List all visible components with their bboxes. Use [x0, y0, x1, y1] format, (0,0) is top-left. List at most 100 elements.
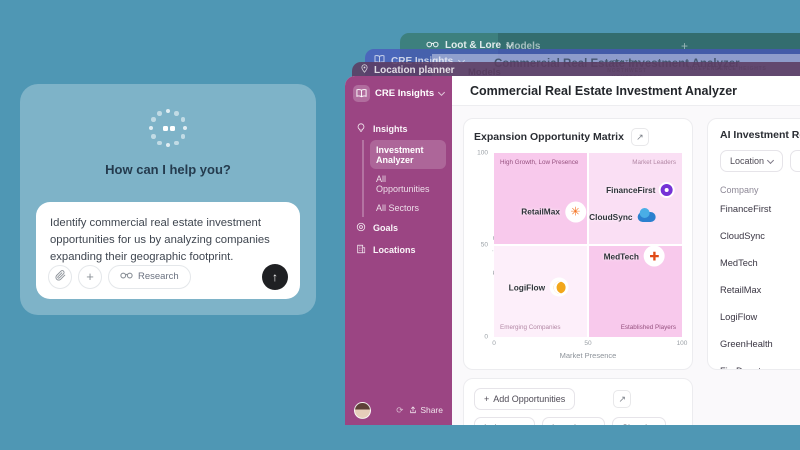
expand-chart-button[interactable]: ↗: [630, 128, 649, 146]
chart-point-logiflow[interactable]: LogiFlow: [508, 277, 570, 297]
sidebar-item-all-opportunities[interactable]: All Opportunities: [376, 173, 430, 194]
sidebar-item-locations[interactable]: Locations: [351, 239, 446, 261]
sidebar-nav: Insights Investment Analyzer All Opportu…: [345, 110, 452, 261]
chart-point-retailmax[interactable]: RetailMax: [521, 201, 586, 223]
expansion-matrix-card: Expansion Opportunity Matrix ↗ Expansion…: [463, 118, 693, 370]
signal-filter-dropdown[interactable]: Signal: [612, 417, 667, 425]
cloud-icon: [637, 208, 656, 223]
assistant-greeting: How can I help you?: [105, 162, 231, 177]
industry-filter-dropdown[interactable]: Industry: [474, 417, 536, 425]
recommendations-table-body: FinanceFirstHighCloudSyncMediumMedTechLo…: [720, 195, 800, 370]
map-pin-icon: [360, 64, 369, 76]
chart-point-financefirst[interactable]: FinanceFirst: [606, 183, 673, 196]
table-header: Company Signal: [720, 185, 800, 195]
table-row[interactable]: MedTechLow: [720, 249, 800, 276]
sidebar-footer: ⟳ Share: [345, 395, 452, 425]
matrix-plot: High Growth, Low Presence Market Leaders…: [494, 153, 682, 337]
cross-icon: [643, 245, 665, 267]
point-label: CloudSync: [589, 212, 633, 223]
x-axis-label: Market Presence: [559, 351, 617, 360]
sidebar: CRE Insights Insights Investment Analyze…: [345, 76, 452, 425]
send-button[interactable]: ↑: [262, 263, 288, 290]
quadrant-established-players: Established Players: [589, 246, 682, 337]
column-company: Company: [720, 185, 759, 195]
share-button[interactable]: Share: [409, 405, 443, 415]
arrow-up-icon: ↑: [272, 269, 278, 284]
company-name: FinanceFirst: [720, 203, 772, 214]
prompt-actions: + Research ↑: [48, 263, 288, 290]
company-name: RetailMax: [720, 284, 762, 295]
company-name: MedTech: [720, 257, 758, 268]
chart-title: Expansion Opportunity Matrix: [474, 131, 624, 143]
window-cre-insights: CRE Insights Insights Investment Analyze…: [345, 76, 800, 425]
history-icon[interactable]: ⟳: [396, 404, 404, 415]
add-opportunities-button[interactable]: + Add Opportunities: [474, 388, 576, 410]
table-row[interactable]: GreenHealthN/A: [720, 330, 800, 357]
table-row[interactable]: FireDepotMedium: [720, 357, 800, 370]
table-row[interactable]: FinanceFirstHigh: [720, 195, 800, 222]
chevron-down-icon: [650, 423, 658, 425]
page-title: Commercial Real Estate Investment Analyz…: [470, 83, 738, 98]
sidebar-item-insights[interactable]: Insights: [351, 118, 446, 140]
location-filter-dropdown[interactable]: Location: [542, 417, 606, 425]
point-label: MedTech: [603, 251, 639, 262]
research-button[interactable]: Research: [108, 264, 191, 289]
recommendations-card: AI Investment Recommendations Location S…: [707, 118, 800, 370]
point-label: RetailMax: [521, 206, 560, 217]
app-header: Commercial Real Estate Investment Analyz…: [452, 76, 800, 106]
opportunities-filters: Industry Location Signal: [474, 417, 682, 425]
signal-filter-dropdown[interactable]: Signal: [790, 150, 800, 172]
point-label: LogiFlow: [508, 282, 546, 293]
chevron-down-icon: [518, 423, 527, 425]
company-name: CloudSync: [720, 230, 765, 241]
share-icon: [410, 406, 417, 414]
matrix-plot-wrap: Expansion Score 100 50 0 High Growth, Lo…: [477, 150, 687, 361]
recommendations-title: AI Investment Recommendations: [720, 129, 800, 141]
table-row[interactable]: LogiFlowHigh: [720, 303, 800, 330]
prompt-card: Identify commercial real estate investme…: [36, 202, 300, 299]
company-name: FireDepot: [720, 366, 761, 370]
sidebar-item-all-sectors[interactable]: All Sectors: [376, 202, 420, 213]
chevron-down-icon: [438, 88, 446, 97]
insights-subnav: Investment Analyzer All Opportunities Al…: [362, 140, 446, 217]
table-row[interactable]: RetailMaxLow: [720, 276, 800, 303]
prompt-input[interactable]: Identify commercial real estate investme…: [50, 217, 270, 263]
window-location-planner[interactable]: Location planner: [352, 62, 800, 78]
book-icon: [353, 85, 370, 102]
building-icon: [356, 244, 366, 256]
workspace-switcher[interactable]: CRE Insights: [345, 76, 452, 110]
plus-icon: +: [86, 269, 94, 284]
expand-opportunities-button[interactable]: ↗: [613, 390, 632, 408]
table-row[interactable]: CloudSyncMedium: [720, 222, 800, 249]
company-name: GreenHealth: [720, 338, 773, 349]
ghost-plus-icon: +: [680, 39, 688, 53]
binoculars-icon: [120, 271, 133, 282]
location-filter-dropdown[interactable]: Location: [720, 150, 784, 172]
chart-point-medtech[interactable]: MedTech: [603, 245, 665, 267]
asterisk-icon: [564, 201, 586, 223]
recommendations-filters: Location Signal: [720, 150, 800, 172]
add-button[interactable]: +: [78, 264, 102, 289]
attach-button[interactable]: [48, 264, 72, 289]
quadrant-high-growth-low-presence: High Growth, Low Presence: [494, 153, 587, 244]
company-name: LogiFlow: [720, 311, 758, 322]
target-icon: [356, 222, 366, 234]
opportunities-card: + Add Opportunities ↗ Industry Location: [463, 378, 693, 425]
sidebar-item-goals[interactable]: Goals: [351, 217, 446, 239]
sidebar-item-investment-analyzer[interactable]: Investment Analyzer: [370, 140, 446, 169]
glasses-icon: [426, 40, 439, 51]
quadrant-market-leaders: Market Leaders: [589, 153, 682, 244]
plus-icon: +: [484, 394, 490, 404]
external-link-icon: ↗: [636, 131, 644, 142]
quadrant-emerging-companies: Emerging Companies: [494, 246, 587, 337]
crescent-icon: [550, 277, 570, 297]
donut-icon: [660, 183, 673, 196]
chevron-down-icon: [766, 156, 775, 164]
assistant-chat-card: How can I help you? Identify commercial …: [20, 84, 316, 315]
lightbulb-icon: [356, 123, 366, 135]
app-body: Expansion Opportunity Matrix ↗ Expansion…: [452, 106, 800, 425]
user-avatar[interactable]: [354, 401, 371, 419]
chart-point-cloudsync[interactable]: CloudSync: [589, 208, 656, 223]
paperclip-icon: [54, 269, 66, 284]
